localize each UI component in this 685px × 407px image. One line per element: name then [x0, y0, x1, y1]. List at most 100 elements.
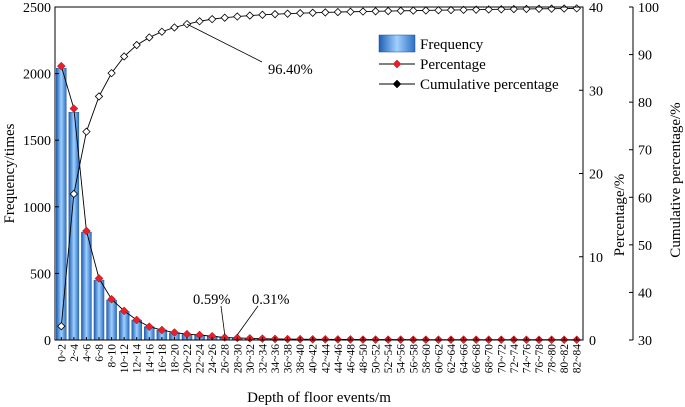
- cumulative-marker: [484, 5, 493, 14]
- annotation-leader: [220, 305, 226, 335]
- percentage-marker: [56, 61, 66, 71]
- x-tick-label: 34~36: [270, 344, 282, 373]
- x-tick-label: 62~64: [446, 344, 458, 373]
- percentage-marker: [144, 322, 154, 332]
- x-tick-label: 36~38: [283, 344, 295, 373]
- x-tick-label: 28~30: [232, 344, 244, 373]
- annotation-leader: [236, 305, 259, 336]
- x-tick-label: 8~10: [107, 344, 119, 368]
- cumulative-marker: [119, 52, 129, 61]
- legend-cumulative-label: Cumulative percentage: [420, 77, 559, 93]
- x-tick-label: 70~72: [496, 344, 508, 373]
- frequency-bar: [118, 311, 130, 341]
- bars-group: [56, 68, 582, 341]
- y-right-tick-label: 10: [589, 251, 603, 266]
- cumulative-marker: [69, 189, 79, 199]
- x-tick-label: 2~4: [69, 344, 81, 362]
- legend-percentage-marker: [392, 59, 402, 69]
- annotation-label: 0.59%: [193, 292, 230, 308]
- cumulative-marker: [559, 4, 569, 13]
- cumulative-marker: [572, 4, 581, 13]
- y-right-tick-label: 40: [589, 1, 603, 16]
- cumulative-line: [60, 7, 577, 327]
- y-left-tick-label: 500: [30, 267, 51, 282]
- cumulative-marker: [308, 8, 317, 17]
- x-tick-label: 10~12: [119, 344, 131, 373]
- x-tick-label: 38~40: [295, 344, 307, 373]
- y-far-right-tick-label: 90: [638, 49, 652, 64]
- frequency-bar: [106, 299, 117, 341]
- cumulative-marker: [333, 7, 343, 17]
- cumulative-marker: [157, 27, 167, 36]
- x-tick-label: 44~46: [333, 344, 345, 373]
- x-tick-label: 14~16: [144, 344, 156, 373]
- cumulative-marker: [321, 8, 330, 17]
- x-tick-label: 50~52: [371, 344, 383, 373]
- x-tick-label: 66~68: [471, 344, 483, 373]
- cumulative-marker: [421, 6, 431, 15]
- x-tick-label: 64~66: [459, 344, 471, 373]
- cumulative-marker: [283, 9, 292, 18]
- legend-percentage-label: Percentage: [420, 57, 486, 73]
- cumulative-marker: [207, 14, 217, 24]
- x-tick-label: 6~8: [94, 344, 106, 362]
- cumulative-marker: [82, 127, 91, 136]
- cumulative-marker: [145, 33, 154, 42]
- x-tick-label: 78~80: [547, 344, 559, 373]
- cumulative-marker: [170, 23, 179, 32]
- x-tick-label: 12~14: [132, 344, 144, 373]
- percentage-marker: [69, 104, 79, 113]
- x-tick-label: 16~18: [157, 344, 169, 373]
- cumulative-marker: [459, 5, 468, 15]
- y-far-right-tick-label: 50: [638, 239, 652, 254]
- cumulative-marker: [258, 10, 267, 19]
- annotation-label: 96.40%: [268, 62, 313, 78]
- cumulative-marker: [358, 7, 368, 16]
- y-far-right-tick-label: 30: [638, 334, 652, 349]
- cumulative-marker: [534, 4, 544, 13]
- cumulative-marker: [220, 13, 229, 22]
- cumulative-marker: [132, 40, 141, 50]
- plot-frame: [54, 6, 584, 341]
- x-tick-label: 68~70: [484, 344, 496, 373]
- x-tick-label: 20~22: [182, 344, 194, 373]
- cumulative-marker: [233, 12, 242, 21]
- x-tick-label: 22~24: [195, 344, 207, 373]
- cumulative-marker: [94, 92, 104, 101]
- cumulative-marker: [295, 9, 305, 18]
- cumulative-marker: [446, 5, 456, 15]
- percentage-marker: [119, 306, 129, 316]
- annotation-label: 0.31%: [252, 292, 289, 308]
- legend-cumulative-marker: [392, 79, 402, 89]
- x-axis-title: Depth of floor events/m: [247, 390, 391, 406]
- cumulative-marker: [471, 5, 481, 14]
- x-tick-label: 42~44: [320, 344, 332, 373]
- x-tick-label: 74~76: [521, 344, 533, 373]
- y-far-right-tick-label: 60: [638, 191, 652, 206]
- y-right-axis-title: Percentage/%: [612, 174, 628, 256]
- x-tick-label: 76~78: [534, 344, 546, 373]
- y-far-right-tick-label: 70: [638, 144, 652, 159]
- legend-frequency-swatch: [378, 34, 416, 53]
- percentage-marker: [82, 226, 91, 236]
- x-tick-label: 82~84: [572, 344, 584, 373]
- frequency-bar: [56, 68, 67, 341]
- x-tick-label: 0~2: [56, 344, 68, 362]
- x-tick-label: 58~60: [421, 344, 433, 373]
- percentage-marker: [94, 274, 104, 283]
- x-tick-label: 40~42: [308, 344, 320, 373]
- x-tick-label: 18~20: [169, 344, 181, 373]
- x-tick-label: 48~50: [358, 344, 370, 373]
- y-left-tick-label: 1500: [23, 134, 51, 149]
- cumulative-marker: [270, 10, 280, 19]
- cumulative-marker: [371, 7, 380, 16]
- cumulative-marker: [547, 4, 556, 13]
- cumulative-marker: [107, 68, 116, 78]
- x-tick-label: 52~54: [383, 344, 395, 373]
- y-far-right-tick-label: 40: [638, 286, 652, 301]
- x-tick-label: 80~82: [559, 344, 571, 373]
- percentage-marker: [170, 328, 179, 337]
- cumulative-marker: [245, 11, 255, 20]
